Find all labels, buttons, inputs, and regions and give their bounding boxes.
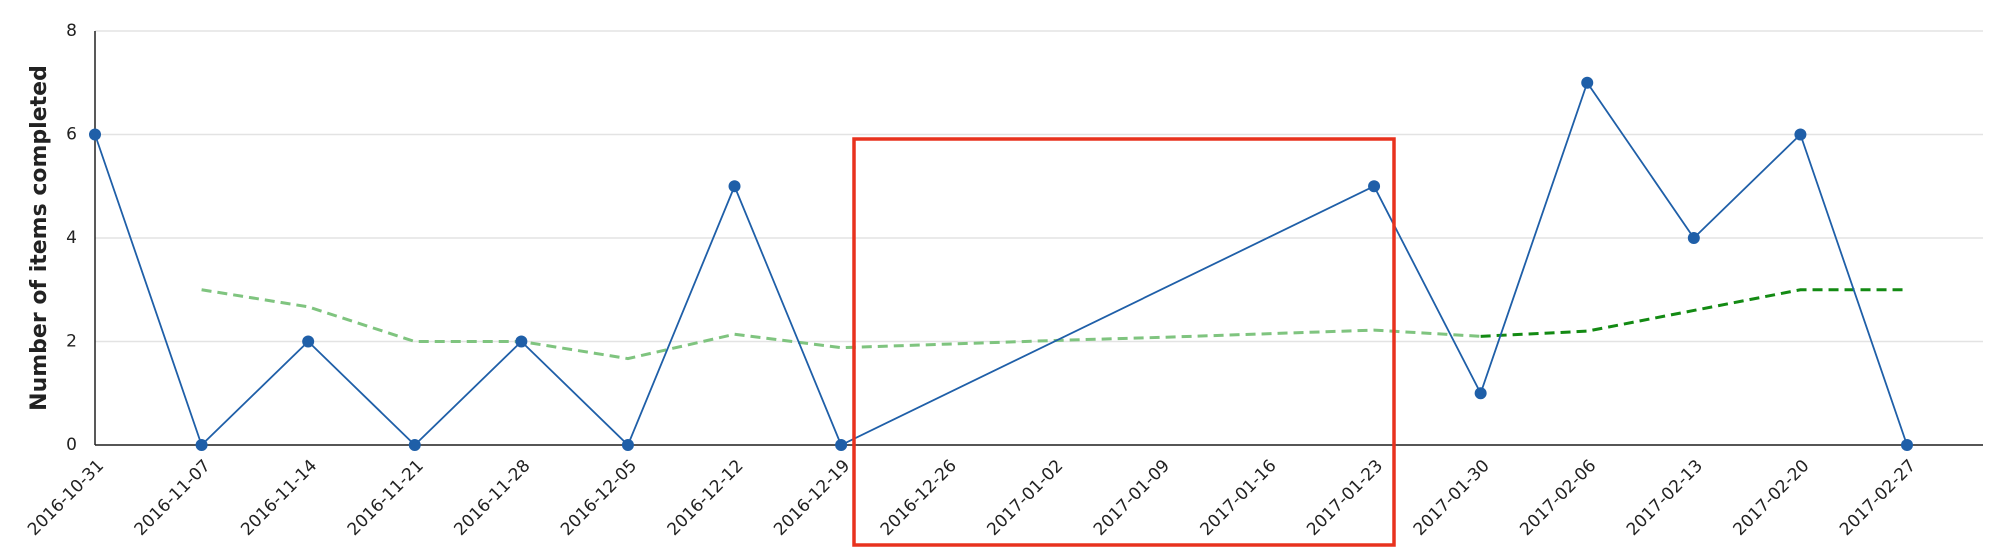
y-tick-label: 0 — [66, 435, 77, 455]
x-tick-label: 2017-01-09 — [1090, 456, 1174, 540]
data-point — [1901, 439, 1913, 451]
data-point — [1474, 387, 1487, 400]
data-point — [1581, 76, 1594, 89]
data-point — [408, 439, 421, 451]
y-tick-label: 6 — [66, 125, 77, 145]
y-axis-label: Number of items completed — [27, 65, 52, 411]
x-tick-label: 2016-12-05 — [557, 456, 641, 540]
data-point — [728, 180, 741, 193]
data-point — [302, 335, 315, 348]
data-point — [89, 128, 101, 141]
data-point — [1368, 180, 1381, 193]
x-tick-label: 2016-12-12 — [664, 456, 748, 540]
highlight-box — [852, 137, 1396, 547]
series-line — [1480, 288, 1907, 338]
y-tick-label: 8 — [66, 21, 77, 41]
y-tick-label: 2 — [66, 332, 77, 352]
x-tick-label: 2016-11-21 — [344, 456, 428, 540]
x-tick-label: 2017-01-02 — [983, 456, 1067, 540]
x-tick-label: 2017-01-30 — [1410, 456, 1494, 540]
x-tick-label: 2016-10-31 — [24, 456, 108, 540]
x-tick-label: 2016-11-14 — [237, 456, 321, 540]
x-tick-label: 2017-02-27 — [1836, 456, 1920, 540]
x-tick-label: 2016-11-07 — [131, 456, 215, 540]
x-tick-label: 2017-02-06 — [1516, 456, 1600, 540]
x-tick-label: 2017-01-16 — [1197, 456, 1281, 540]
series-line — [94, 80, 1908, 447]
data-point — [1687, 232, 1700, 244]
series-line — [201, 288, 1481, 361]
x-tick-label: 2017-02-20 — [1729, 456, 1813, 540]
y-tick-label: 4 — [66, 228, 77, 248]
data-point — [621, 439, 634, 451]
data-point — [1794, 128, 1807, 141]
x-tick-label: 2016-12-26 — [877, 456, 961, 540]
x-tick-label: 2017-01-23 — [1303, 456, 1387, 540]
data-point — [195, 439, 208, 451]
x-tick-label: 2017-02-13 — [1623, 456, 1707, 540]
x-tick-label: 2016-11-28 — [450, 456, 534, 540]
x-tick-label: 2016-12-19 — [770, 456, 854, 540]
data-point — [515, 335, 528, 348]
data-point — [835, 439, 848, 451]
